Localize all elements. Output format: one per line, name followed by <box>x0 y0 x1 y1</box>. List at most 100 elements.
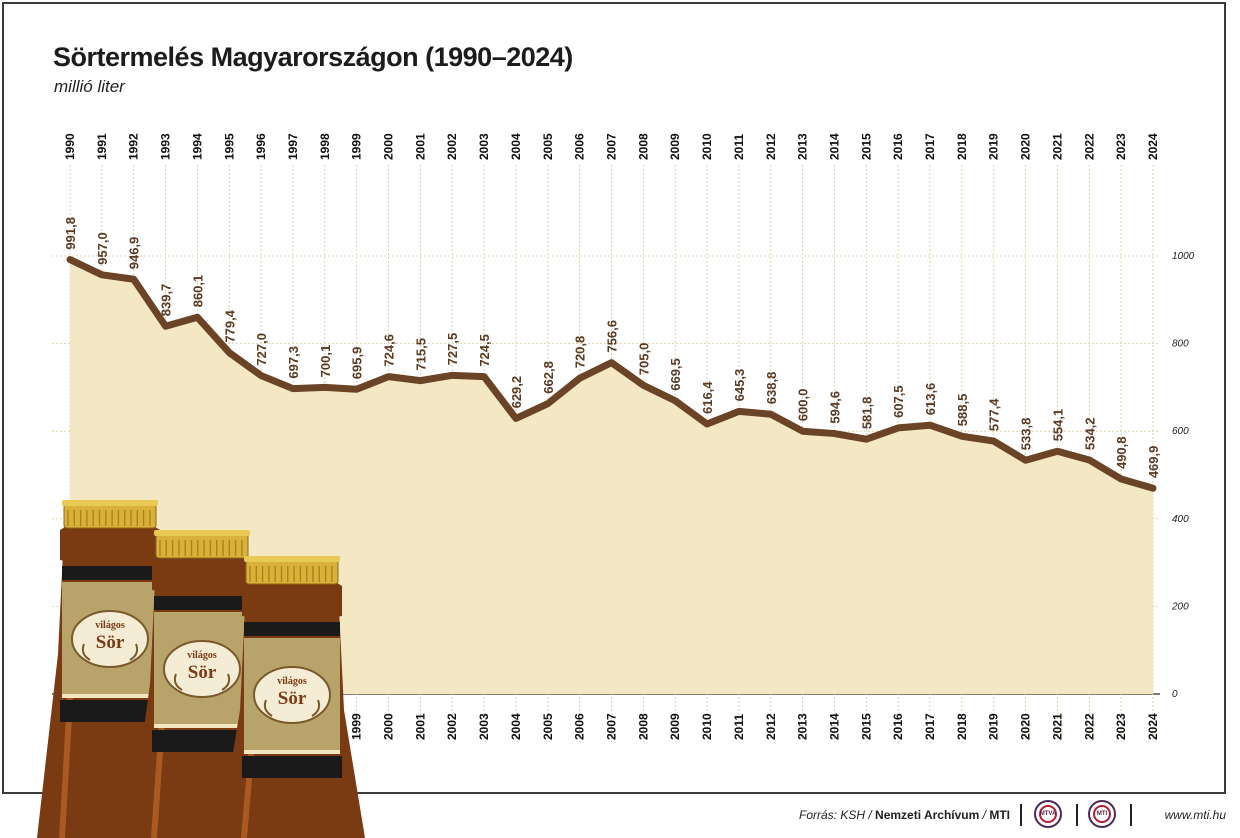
divider <box>1020 804 1022 826</box>
x-tick-label-top: 2016 <box>891 133 905 160</box>
data-label: 727,5 <box>445 333 460 366</box>
laurel-left-icon <box>81 643 91 661</box>
x-tick-label-top: 2022 <box>1082 133 1096 160</box>
y-tick-label: 400 <box>1172 514 1189 525</box>
bottle-cap <box>155 533 249 559</box>
divider <box>1130 804 1132 826</box>
y-tick-label: 200 <box>1171 601 1189 612</box>
data-label: 724,6 <box>382 334 397 367</box>
data-label: 662,8 <box>541 361 556 394</box>
series-line <box>66 256 1157 492</box>
bottle-label-main-text: Sör <box>96 632 125 653</box>
bottle-label-top-text: világos <box>277 676 307 687</box>
data-label: 600,0 <box>796 389 811 422</box>
bottle-label-main-text: Sör <box>278 688 307 709</box>
x-tick-label-top: 2013 <box>796 133 810 160</box>
data-label: 638,8 <box>764 372 779 405</box>
website-url: www.mti.hu <box>1164 808 1226 822</box>
bottle-black-stripe <box>60 700 160 722</box>
mti-logo: MTI <box>1088 800 1116 828</box>
source-credit: Forrás: KSH / Nemzeti Archívum / MTI <box>799 808 1010 822</box>
y-tick-label: 800 <box>1172 339 1189 350</box>
bottle-black-stripe <box>244 622 340 636</box>
laurel-left-icon <box>173 673 183 691</box>
x-tick-label-top: 2003 <box>477 133 491 160</box>
x-tick-label-bottom: 2020 <box>1019 713 1033 740</box>
data-label: 669,5 <box>668 358 683 391</box>
bottle-stripe-white <box>62 694 158 698</box>
x-tick-label-bottom: 2011 <box>732 714 746 740</box>
data-label: 839,7 <box>159 284 174 317</box>
data-label: 613,6 <box>923 383 938 416</box>
laurel-right-icon <box>311 699 321 717</box>
x-tick-label-top: 2001 <box>413 133 427 160</box>
data-label: 695,9 <box>350 347 365 380</box>
data-label: 715,5 <box>413 338 428 371</box>
data-label: 705,0 <box>636 343 651 376</box>
x-tick-label-top: 2018 <box>955 133 969 160</box>
data-label: 697,3 <box>286 346 301 379</box>
bottle-label-main-text: Sör <box>188 662 217 683</box>
source-archive: Nemzeti Archívum <box>875 808 980 822</box>
x-tick-label-bottom: 2023 <box>1114 713 1128 740</box>
x-tick-label-bottom: 2018 <box>955 713 969 740</box>
x-tick-label-top: 2007 <box>605 133 619 160</box>
x-tick-label-top: 2006 <box>573 133 587 160</box>
data-label: 577,4 <box>987 398 1002 431</box>
x-tick-label-bottom: 2009 <box>668 713 682 740</box>
x-tick-label-bottom: 2014 <box>827 713 841 740</box>
bottle-oval-label <box>163 640 241 698</box>
chart-subtitle: millió liter <box>54 77 125 96</box>
x-tick-label-top: 2023 <box>1114 133 1128 160</box>
x-tick-label-top: 2008 <box>636 133 650 160</box>
x-tick-label-bottom: 2021 <box>1050 713 1064 740</box>
divider <box>1076 804 1078 826</box>
bottle-black-stripe <box>154 596 250 610</box>
x-tick-label-bottom: 2000 <box>382 713 396 740</box>
data-label: 616,4 <box>700 381 715 414</box>
data-label: 554,1 <box>1050 409 1065 442</box>
x-tick-label-bottom: 2002 <box>445 713 459 740</box>
x-tick-label-bottom: 2005 <box>541 713 555 740</box>
chart-title: Sörtermelés Magyarországon (1990–2024) <box>53 42 573 72</box>
x-tick-label-bottom: 2007 <box>605 713 619 740</box>
x-tick-label-top: 2000 <box>382 133 396 160</box>
x-tick-label-bottom: 2017 <box>923 713 937 740</box>
data-label: 946,9 <box>127 237 142 270</box>
x-tick-label-top: 2004 <box>509 133 523 160</box>
x-tick-label-top: 1998 <box>318 133 332 160</box>
x-tick-label-top: 2011 <box>732 134 746 160</box>
source-separator: / <box>982 808 986 822</box>
footer: Forrás: KSH / Nemzeti Archívum / MTI MTV… <box>0 796 1240 838</box>
x-tick-label-top: 1990 <box>63 133 77 160</box>
x-tick-label-top: 1993 <box>159 133 173 160</box>
x-tick-label-top: 1991 <box>95 133 109 160</box>
x-tick-label-top: 2014 <box>827 133 841 160</box>
x-tick-label-bottom: 2001 <box>413 713 427 740</box>
x-tick-label-bottom: 2004 <box>509 713 523 740</box>
x-tick-label-bottom: 2003 <box>477 713 491 740</box>
x-tick-label-top: 2005 <box>541 133 555 160</box>
data-label: 645,3 <box>732 369 747 402</box>
data-label: 957,0 <box>95 232 110 265</box>
x-tick-label-top: 2002 <box>445 133 459 160</box>
data-label: 469,9 <box>1146 446 1161 479</box>
x-tick-label-bottom: 2012 <box>764 713 778 740</box>
x-tick-label-top: 2020 <box>1019 133 1033 160</box>
x-tick-label-bottom: 2022 <box>1082 713 1096 740</box>
source-mti: MTI <box>989 808 1010 822</box>
y-tick-label: 600 <box>1172 426 1189 437</box>
bottle-cap-top <box>154 530 250 536</box>
x-tick-label-top: 2015 <box>859 133 873 160</box>
x-tick-label-bottom: 2024 <box>1146 713 1160 740</box>
bottle-oval-label <box>71 610 149 668</box>
x-tick-label-top: 2017 <box>923 133 937 160</box>
bottle-cap-top <box>244 556 340 562</box>
data-label: 588,5 <box>955 394 970 427</box>
x-tick-label-bottom: 2015 <box>859 713 873 740</box>
x-tick-label-top: 2021 <box>1050 133 1064 160</box>
x-tick-label-top: 1994 <box>190 133 204 160</box>
